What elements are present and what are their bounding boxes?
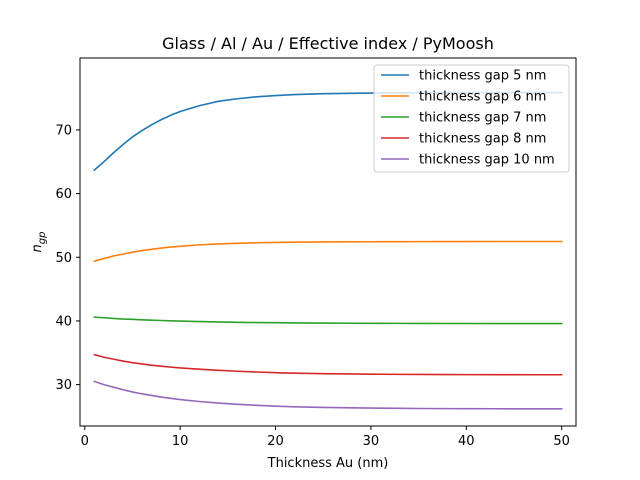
x-tick-label: 50 [553, 434, 570, 449]
y-tick-label: 60 [55, 187, 72, 202]
y-axis-label-main: n [30, 244, 45, 252]
y-axis-label: ngp [30, 232, 48, 253]
y-axis-label-group: ngp [30, 232, 48, 253]
legend-label-4: thickness gap 8 nm [419, 132, 546, 147]
legend-label-2: thickness gap 6 nm [419, 90, 546, 105]
axes-frame [79, 57, 577, 427]
plot-area [79, 57, 577, 427]
x-tick-label: 40 [458, 434, 475, 449]
legend-label-1: thickness gap 5 nm [419, 69, 546, 84]
y-tick-label: 50 [55, 251, 72, 266]
legend: thickness gap 5 nm thickness gap 6 nm thic… [373, 64, 570, 173]
y-axis: 30 40 50 60 70 [55, 123, 80, 393]
series-line-3 [93, 316, 563, 325]
x-axis: 0 10 20 30 40 50 [81, 426, 570, 449]
y-axis-label-subscript: gp [37, 232, 48, 245]
legend-items: thickness gap 5 nm thickness gap 6 nm thic… [381, 69, 555, 168]
legend-label-3: thickness gap 7 nm [419, 111, 546, 126]
y-tick-label: 70 [55, 123, 72, 138]
series-line-2 [93, 240, 563, 263]
x-axis-label: Thickness Au (nm) [267, 456, 389, 471]
chart-title: Glass / Al / Au / Effective index / PyMo… [162, 34, 494, 53]
x-tick-label: 30 [363, 434, 380, 449]
y-tick-label: 30 [55, 378, 72, 393]
series-line-5 [93, 380, 563, 410]
y-tick-label: 40 [55, 314, 72, 329]
legend-frame [373, 64, 570, 173]
legend-label-5: thickness gap 10 nm [419, 153, 555, 168]
x-tick-label: 0 [81, 434, 89, 449]
series-line-4 [93, 353, 563, 376]
x-tick-label: 10 [172, 434, 189, 449]
x-tick-label: 20 [267, 434, 284, 449]
